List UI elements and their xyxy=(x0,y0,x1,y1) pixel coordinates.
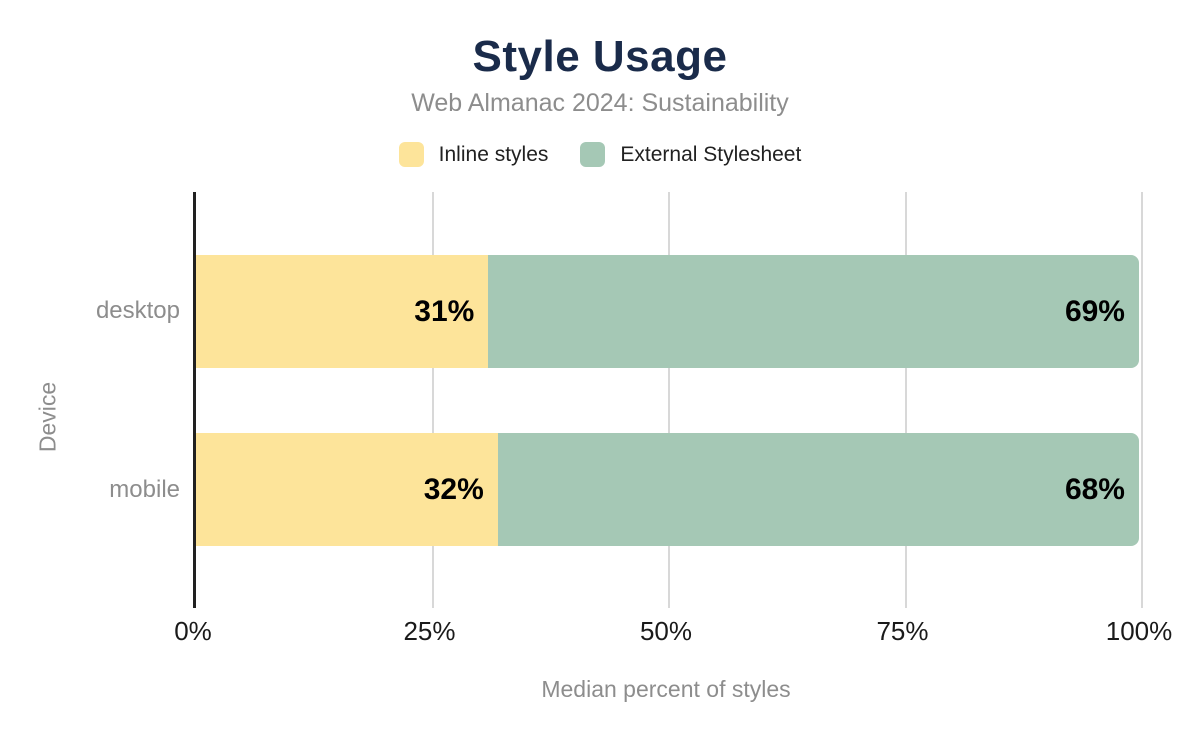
gridline-75 xyxy=(904,192,907,608)
x-tick-label-75: 75% xyxy=(876,616,929,646)
bar-segment-desktop-inline-styles[interactable]: 31% xyxy=(196,255,489,368)
bar-segment-mobile-inline-styles[interactable]: 32% xyxy=(196,433,498,546)
value-label: 32% xyxy=(423,472,484,506)
category-label-mobile: mobile xyxy=(109,476,180,503)
y-axis-title: Device xyxy=(34,381,61,453)
legend-label-external-stylesheet: External Stylesheet xyxy=(620,142,802,166)
legend-swatch-inline-styles xyxy=(398,142,424,167)
value-label: 68% xyxy=(1064,472,1125,506)
chart-title: Style Usage xyxy=(472,32,728,81)
x-tick-label-50: 50% xyxy=(639,616,693,646)
gridline-100 xyxy=(1141,192,1143,608)
bar-row-mobile: 32% 68% xyxy=(196,433,1139,546)
category-label-desktop: desktop xyxy=(95,297,180,324)
legend-item-inline-styles: Inline styles xyxy=(398,142,549,167)
x-tick-label-0: 0% xyxy=(174,616,212,646)
legend: Inline styles External Stylesheet xyxy=(0,142,1200,167)
bar-segment-mobile-external-stylesheet[interactable]: 68% xyxy=(497,433,1139,546)
legend-label-inline-styles: Inline styles xyxy=(438,142,549,166)
value-label: 31% xyxy=(414,294,475,328)
x-tick-label-100: 100% xyxy=(1105,616,1173,646)
gridline-50 xyxy=(668,192,670,608)
gridline-25 xyxy=(431,192,434,608)
chart-subtitle: Web Almanac 2024: Sustainability xyxy=(411,89,789,117)
value-label: 69% xyxy=(1064,294,1125,328)
legend-item-external-stylesheet: External Stylesheet xyxy=(580,142,801,167)
plot-area: 31% 69% 32% 68% xyxy=(193,192,1143,608)
x-axis-title: Median percent of styles xyxy=(541,676,791,702)
legend-swatch-external-stylesheet xyxy=(580,142,606,167)
bar-segment-desktop-external-stylesheet[interactable]: 69% xyxy=(488,255,1139,368)
x-tick-label-25: 25% xyxy=(403,616,456,646)
bar-row-desktop: 31% 69% xyxy=(196,255,1139,368)
